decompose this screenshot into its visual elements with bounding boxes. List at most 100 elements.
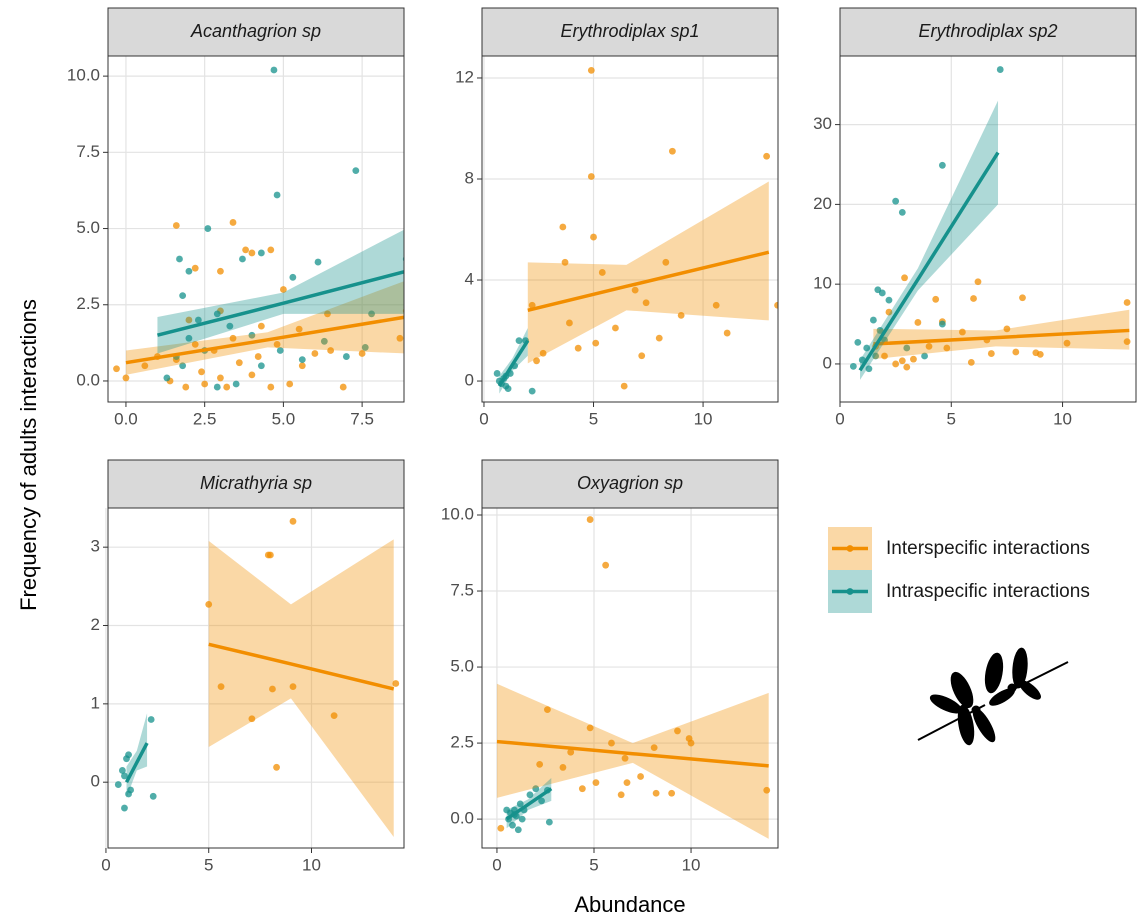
point bbox=[223, 383, 231, 391]
point bbox=[863, 344, 871, 352]
confidence-band bbox=[527, 181, 769, 364]
point bbox=[232, 380, 240, 388]
point bbox=[121, 804, 128, 812]
point bbox=[578, 785, 586, 793]
point bbox=[176, 255, 183, 263]
confidence-band bbox=[860, 100, 999, 380]
y-tick-label: 4 bbox=[465, 270, 474, 289]
point bbox=[205, 600, 213, 608]
panel: Acanthagrion sp 0.0 2.5 5.0 7.5 0.0 2.5 5.0 7.5 1… bbox=[67, 7, 405, 428]
point bbox=[559, 764, 567, 771]
point bbox=[903, 344, 911, 352]
point bbox=[518, 815, 526, 823]
point bbox=[330, 712, 338, 720]
point bbox=[533, 357, 540, 365]
point bbox=[352, 167, 360, 175]
point bbox=[872, 352, 880, 360]
strip-title: Oxyagrion sp bbox=[577, 473, 683, 493]
point bbox=[677, 311, 685, 319]
point bbox=[235, 359, 243, 367]
strip bbox=[481, 459, 779, 509]
point bbox=[539, 349, 547, 357]
strip-title: Erythrodiplax sp1 bbox=[560, 21, 699, 41]
point bbox=[1019, 294, 1026, 302]
y-tick-label: 3 bbox=[91, 537, 100, 556]
dragonfly-icon bbox=[917, 647, 1069, 746]
point bbox=[289, 273, 297, 281]
x-axis-title: Abundance bbox=[574, 892, 685, 917]
point bbox=[536, 760, 544, 768]
plot-bg bbox=[482, 508, 778, 848]
point bbox=[358, 350, 366, 357]
plot-content bbox=[114, 517, 400, 838]
y-tick-label: 2.5 bbox=[76, 294, 100, 313]
point bbox=[314, 258, 322, 266]
point bbox=[586, 516, 594, 523]
y-tick-label: 12 bbox=[455, 67, 474, 86]
point bbox=[598, 269, 606, 276]
point bbox=[869, 316, 877, 324]
point bbox=[621, 754, 629, 762]
confidence-band bbox=[126, 713, 148, 798]
point bbox=[273, 763, 280, 771]
point bbox=[286, 380, 294, 388]
point bbox=[185, 316, 193, 324]
point bbox=[248, 249, 256, 257]
fit-line bbox=[858, 151, 1000, 372]
point bbox=[239, 255, 246, 263]
point bbox=[1036, 350, 1044, 358]
legend-label: Intraspecific interactions bbox=[886, 581, 1090, 602]
fit-line bbox=[208, 642, 395, 691]
strip-title: Erythrodiplax sp2 bbox=[918, 21, 1057, 41]
point bbox=[723, 329, 731, 337]
point bbox=[248, 331, 256, 339]
point bbox=[270, 66, 278, 74]
fit-line bbox=[124, 742, 149, 784]
point bbox=[587, 173, 595, 180]
point bbox=[324, 310, 331, 318]
strip-title: Acanthagrion sp bbox=[190, 21, 321, 41]
point bbox=[257, 249, 265, 257]
point bbox=[273, 191, 281, 199]
strip bbox=[481, 7, 779, 57]
y-tick-label: 8 bbox=[465, 168, 474, 187]
point bbox=[763, 152, 771, 160]
point bbox=[254, 353, 262, 360]
point bbox=[342, 353, 350, 360]
point bbox=[339, 383, 347, 391]
y-tick-label: 30 bbox=[813, 114, 832, 133]
point bbox=[655, 334, 663, 342]
point bbox=[182, 383, 190, 391]
point bbox=[590, 233, 597, 241]
plot-border bbox=[481, 507, 779, 849]
panel: Erythrodiplax sp2 0 5 10 0 10 20 30 bbox=[813, 7, 1137, 428]
point bbox=[538, 797, 545, 805]
point bbox=[516, 800, 524, 808]
point bbox=[668, 147, 676, 155]
point bbox=[617, 791, 625, 799]
point bbox=[849, 362, 857, 370]
point bbox=[865, 365, 873, 373]
y-tick-label: 2.5 bbox=[450, 733, 474, 752]
plot-bg bbox=[482, 56, 778, 402]
point bbox=[327, 347, 335, 354]
confidence-band bbox=[157, 229, 404, 354]
point bbox=[147, 716, 155, 723]
point bbox=[631, 286, 639, 294]
point bbox=[932, 295, 940, 303]
x-tick-label: 7.5 bbox=[350, 409, 374, 428]
point bbox=[118, 767, 126, 774]
y-tick-label: 1 bbox=[91, 693, 100, 712]
plot-content bbox=[496, 516, 771, 839]
point bbox=[509, 821, 516, 829]
point bbox=[289, 517, 297, 525]
point bbox=[687, 739, 695, 747]
point bbox=[885, 308, 893, 316]
point bbox=[172, 222, 180, 229]
point bbox=[623, 779, 631, 787]
point bbox=[113, 365, 120, 373]
point bbox=[545, 818, 553, 826]
point bbox=[876, 327, 884, 334]
point bbox=[528, 387, 536, 395]
